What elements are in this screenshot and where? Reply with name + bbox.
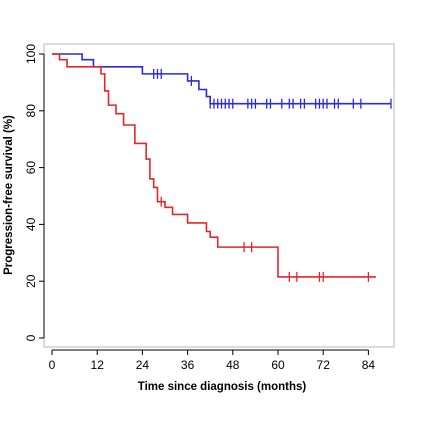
- series-layer: [52, 53, 392, 282]
- y-axis-title: Progression-free survival (%): [3, 115, 15, 275]
- x-tick-label: 24: [136, 358, 150, 372]
- plot-frame: [43, 43, 395, 348]
- y-axis: 0 20 40 60 80 100: [24, 44, 45, 341]
- x-tick-label: 72: [317, 358, 331, 372]
- y-tick-label: 60: [24, 161, 38, 175]
- y-tick-label: 40: [24, 217, 38, 231]
- y-tick-label: 20: [24, 274, 38, 288]
- x-tick-label: 12: [91, 358, 105, 372]
- series-2-line: [52, 53, 376, 278]
- x-tick-label: 60: [271, 358, 285, 372]
- x-tick-label: 0: [49, 358, 56, 372]
- x-tick-label: 84: [362, 358, 376, 372]
- y-tick-label: 80: [24, 104, 38, 118]
- x-tick-label: 36: [181, 358, 195, 372]
- y-tick-label: 0: [24, 334, 38, 341]
- x-axis-title: Time since diagnosis (months): [138, 381, 307, 393]
- series-1-line: [52, 53, 391, 105]
- y-tick-label: 100: [24, 44, 38, 64]
- x-axis: 0 12 24 36 48 60 72 84: [49, 349, 376, 372]
- x-tick-label: 48: [226, 358, 240, 372]
